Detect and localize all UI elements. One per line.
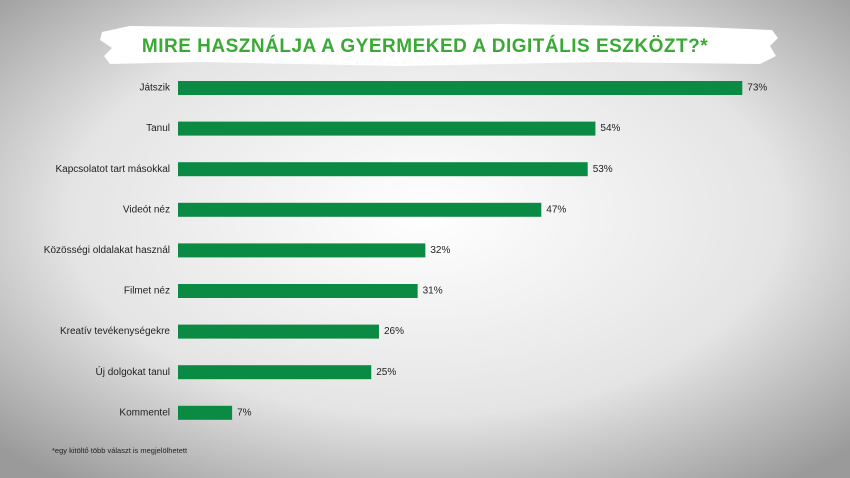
value-label: 32% bbox=[430, 245, 450, 256]
title-banner bbox=[100, 24, 778, 66]
bar bbox=[178, 284, 418, 298]
category-label: Játszik bbox=[139, 83, 171, 94]
value-label: 7% bbox=[237, 407, 252, 418]
category-label: Tanul bbox=[146, 123, 170, 134]
category-label: Videót néz bbox=[123, 204, 170, 215]
bar bbox=[178, 324, 379, 339]
category-label: Filmet néz bbox=[124, 286, 170, 297]
value-label: 31% bbox=[423, 286, 443, 297]
bar bbox=[178, 202, 542, 217]
value-label: 25% bbox=[376, 367, 396, 378]
chart-title: MIRE HASZNÁLJA A GYERMEKED A DIGITÁLIS E… bbox=[142, 35, 708, 57]
category-label: Kreatív tevékenységekre bbox=[60, 326, 170, 337]
bar bbox=[178, 243, 426, 258]
category-label: Új dolgokat tanul bbox=[96, 365, 171, 378]
bar bbox=[178, 365, 372, 380]
bar bbox=[178, 81, 743, 95]
category-label: Kommentel bbox=[119, 407, 170, 418]
value-label: 53% bbox=[593, 164, 613, 175]
footnote: *egy kitöltő több választ is megjelölhet… bbox=[52, 446, 188, 455]
value-label: 73% bbox=[747, 83, 767, 94]
value-label: 47% bbox=[546, 204, 566, 215]
category-label: Közösségi oldalakat használ bbox=[44, 245, 170, 256]
value-label: 26% bbox=[384, 326, 404, 337]
category-label: Kapcsolatot tart másokkal bbox=[56, 164, 171, 175]
bar bbox=[178, 162, 588, 177]
bar bbox=[178, 121, 596, 136]
value-label: 54% bbox=[600, 123, 620, 134]
bar bbox=[178, 405, 233, 420]
